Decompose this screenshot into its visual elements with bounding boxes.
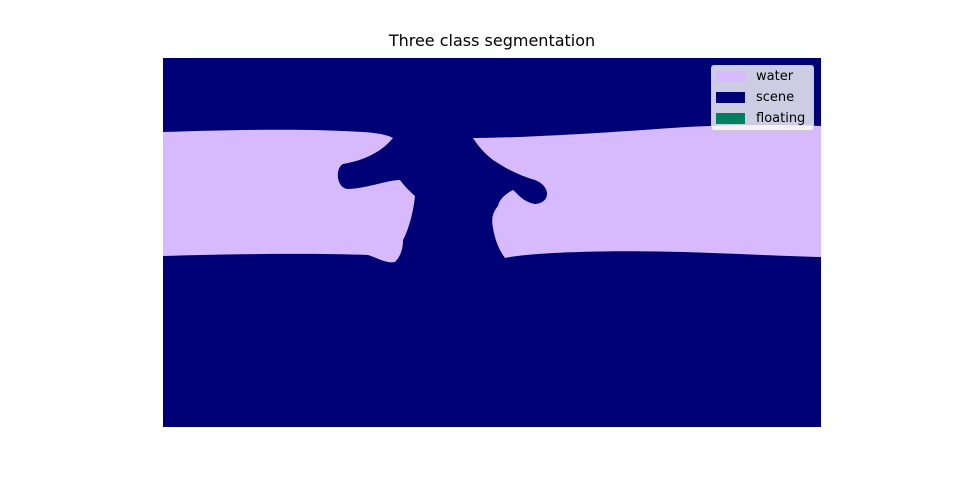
figure-title: Three class segmentation — [388, 31, 596, 50]
water-swatch — [716, 70, 745, 82]
legend: water scene floating — [711, 65, 814, 131]
legend-item-floating: floating — [716, 109, 805, 127]
legend-item-water: water — [716, 67, 793, 85]
legend-item-scene: scene — [716, 88, 794, 106]
scene-swatch — [716, 91, 745, 103]
water-region-left — [163, 129, 415, 263]
legend-label-scene: scene — [756, 89, 795, 105]
floating-swatch — [716, 112, 745, 124]
legend-label-floating: floating — [756, 110, 806, 126]
legend-label-water: water — [756, 68, 794, 84]
water-region-right — [473, 125, 821, 258]
